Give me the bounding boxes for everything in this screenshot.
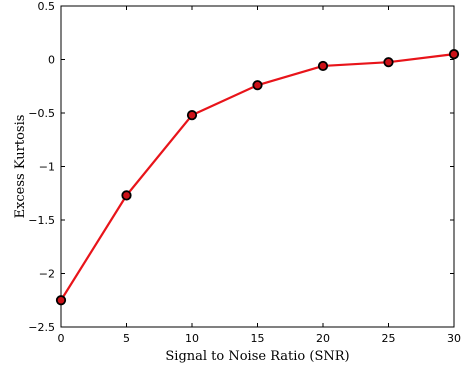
data-point <box>186 110 198 121</box>
plot-area <box>60 5 455 328</box>
x-tick-label: 25 <box>382 332 396 345</box>
x-axis-ticks: 0 5 10 15 20 25 30 <box>58 6 461 345</box>
y-tick-label: −2 <box>39 268 55 281</box>
y-tick-label: −0.5 <box>28 107 55 120</box>
y-tick-label: −1 <box>39 161 55 174</box>
data-point <box>383 57 394 68</box>
data-point <box>448 49 460 60</box>
x-tick-label: 0 <box>58 332 65 345</box>
x-tick-label: 10 <box>185 332 199 345</box>
y-tick-label: −1.5 <box>28 214 55 227</box>
y-axis-ticks: −2.5 −2 −1.5 −1 −0.5 0 0.5 <box>28 0 454 334</box>
data-point <box>317 60 329 72</box>
x-axis-label: Signal to Noise Ratio (SNR) <box>165 349 349 364</box>
x-tick-label: 20 <box>316 332 330 345</box>
y-axis-label: Excess Kurtosis <box>13 115 28 219</box>
series-layer <box>55 49 460 306</box>
x-tick-label: 30 <box>447 332 461 345</box>
x-tick-label: 5 <box>123 332 130 345</box>
data-point <box>252 80 263 91</box>
y-tick-label: 0 <box>48 54 55 67</box>
y-tick-label: 0.5 <box>38 0 56 13</box>
data-point <box>121 190 132 201</box>
y-tick-label: −2.5 <box>28 321 55 334</box>
x-tick-label: 15 <box>251 332 265 345</box>
data-point <box>55 295 67 306</box>
